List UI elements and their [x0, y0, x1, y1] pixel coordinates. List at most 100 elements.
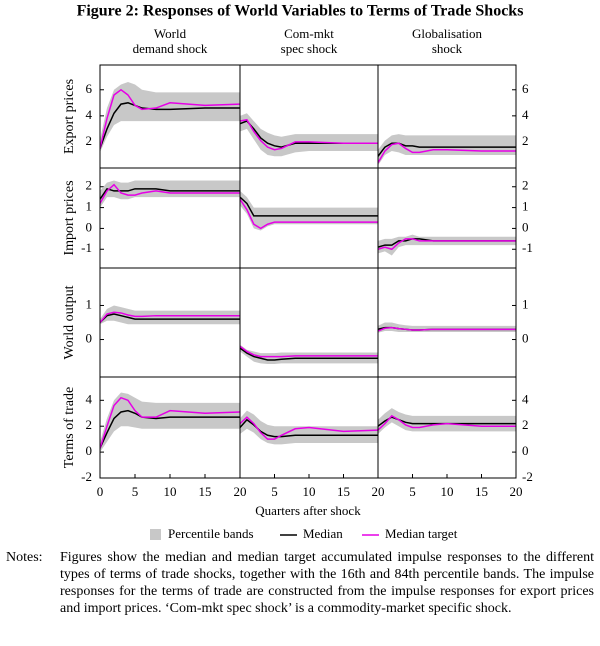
- row-label: Export prices: [62, 79, 77, 154]
- y-tick-label: 0: [522, 219, 529, 234]
- percentile-band: [100, 81, 240, 153]
- chart: Figure 2: Responses of World Variables t…: [62, 3, 533, 541]
- percentile-band: [100, 392, 240, 453]
- percentile-band: [378, 408, 516, 434]
- y-tick-label: -2: [81, 469, 92, 484]
- percentile-band: [240, 190, 378, 231]
- y-tick-label: 2: [86, 417, 93, 432]
- panel: [378, 322, 516, 333]
- panel: [100, 180, 240, 208]
- notes-text: Figures show the median and median targe…: [60, 550, 594, 616]
- y-tick-label: 6: [86, 81, 93, 96]
- legend-label: Percentile bands: [168, 526, 254, 541]
- panel: [378, 134, 516, 166]
- panel-frame: [377, 267, 517, 378]
- y-tick-label: 1: [522, 296, 529, 311]
- series-line: [240, 118, 378, 151]
- y-tick-label: 2: [522, 417, 529, 432]
- y-tick-label: 4: [522, 391, 529, 406]
- y-tick-label: 0: [522, 331, 529, 346]
- percentile-band: [378, 234, 516, 256]
- series-line: [240, 418, 378, 438]
- percentile-band: [100, 180, 240, 208]
- chart-title: Figure 2: Responses of World Variables t…: [77, 3, 524, 20]
- series-line: [240, 196, 378, 217]
- y-tick-label: -2: [522, 469, 533, 484]
- x-tick-label: 10: [164, 484, 177, 499]
- row-label: World output: [62, 285, 77, 359]
- y-tick-label: 4: [86, 391, 93, 406]
- x-tick-label: 5: [271, 484, 278, 499]
- x-tick-label: 15: [199, 484, 212, 499]
- y-tick-label: 4: [86, 107, 93, 122]
- percentile-band: [240, 113, 378, 157]
- column-title: Com-mkt: [284, 26, 334, 41]
- panel: [100, 392, 240, 453]
- panel-frame: [377, 167, 517, 269]
- y-tick-label: 1: [86, 296, 93, 311]
- x-tick-label: 15: [475, 484, 488, 499]
- series-line: [378, 414, 516, 431]
- notes-label: Notes:: [6, 550, 43, 565]
- row-label: Terms of trade: [62, 387, 77, 468]
- notes: Notes: Figures show the median and media…: [6, 549, 594, 617]
- percentile-band: [378, 322, 516, 333]
- x-tick-label: 5: [132, 484, 139, 499]
- row-label: Import prices: [62, 180, 77, 255]
- legend-label: Median target: [385, 526, 458, 541]
- x-tick-label: 20: [234, 484, 247, 499]
- percentile-band: [100, 305, 240, 325]
- panel: [378, 234, 516, 256]
- panel: [240, 344, 378, 365]
- series-line: [378, 142, 516, 157]
- panel: [100, 81, 240, 153]
- x-tick-label: 20: [372, 484, 385, 499]
- x-tick-label: 5: [409, 484, 416, 499]
- panel: [100, 305, 240, 325]
- panel: [240, 113, 378, 157]
- column-title: World: [154, 26, 187, 41]
- y-tick-label: -1: [81, 240, 92, 255]
- y-tick-label: 6: [522, 81, 529, 96]
- series-line: [378, 326, 516, 332]
- x-tick-label: 10: [303, 484, 316, 499]
- series-line: [100, 409, 240, 449]
- column-title: spec shock: [281, 41, 338, 56]
- x-tick-label: 20: [510, 484, 523, 499]
- series-line: [100, 187, 240, 200]
- y-tick-label: 2: [86, 178, 93, 193]
- y-tick-label: 0: [86, 219, 93, 234]
- y-tick-label: 0: [86, 331, 93, 346]
- series-line: [100, 313, 240, 324]
- series-line: [100, 396, 240, 449]
- x-axis-label: Quarters after shock: [255, 503, 361, 518]
- y-tick-label: 0: [86, 443, 93, 458]
- series-line: [240, 416, 378, 440]
- y-tick-label: 2: [522, 133, 529, 148]
- y-tick-label: 1: [86, 199, 93, 214]
- legend-label: Median: [303, 526, 343, 541]
- y-tick-label: 4: [522, 107, 529, 122]
- y-tick-label: 1: [522, 199, 529, 214]
- column-title: shock: [432, 41, 463, 56]
- column-title: Globalisation: [412, 26, 483, 41]
- series-line: [240, 198, 378, 230]
- series-line: [240, 347, 378, 361]
- y-tick-label: 2: [86, 133, 93, 148]
- x-tick-label: 15: [337, 484, 350, 499]
- panel-frame: [239, 64, 379, 169]
- series-line: [378, 238, 516, 251]
- y-tick-label: 2: [522, 178, 529, 193]
- panel: [240, 190, 378, 231]
- series-line: [378, 142, 516, 164]
- y-tick-label: 0: [522, 443, 529, 458]
- series-line: [100, 88, 240, 149]
- series-line: [240, 345, 378, 358]
- percentile-band: [240, 344, 378, 365]
- legend-swatch: [150, 529, 161, 540]
- x-tick-label: 0: [97, 484, 104, 499]
- column-title: demand shock: [133, 41, 208, 56]
- panel: [378, 408, 516, 434]
- panel: [240, 410, 378, 445]
